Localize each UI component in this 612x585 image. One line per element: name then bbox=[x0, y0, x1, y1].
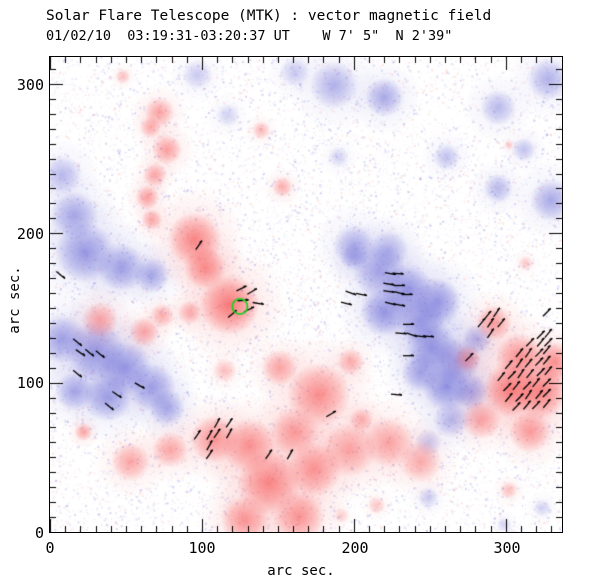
x-axis-label: arc sec. bbox=[267, 563, 335, 579]
y-tick-label-200: 200 bbox=[16, 225, 44, 243]
plot-subtitle: 01/02/10 03:19:31-03:20:37 UT W 7' 5" N … bbox=[46, 28, 453, 44]
y-tick-label-300: 300 bbox=[16, 76, 44, 94]
x-tick-label-200: 200 bbox=[341, 539, 369, 557]
magnetogram-canvas bbox=[50, 57, 562, 532]
y-tick-label-0: 0 bbox=[34, 524, 44, 542]
x-tick-label-100: 100 bbox=[188, 539, 216, 557]
y-tick-label-100: 100 bbox=[16, 374, 44, 392]
plot-frame bbox=[49, 56, 563, 533]
x-tick-label-300: 300 bbox=[493, 539, 521, 557]
x-tick-label-0: 0 bbox=[45, 539, 55, 557]
y-axis-label: arc sec. bbox=[7, 266, 23, 334]
plot-title: Solar Flare Telescope (MTK) : vector mag… bbox=[46, 8, 492, 24]
